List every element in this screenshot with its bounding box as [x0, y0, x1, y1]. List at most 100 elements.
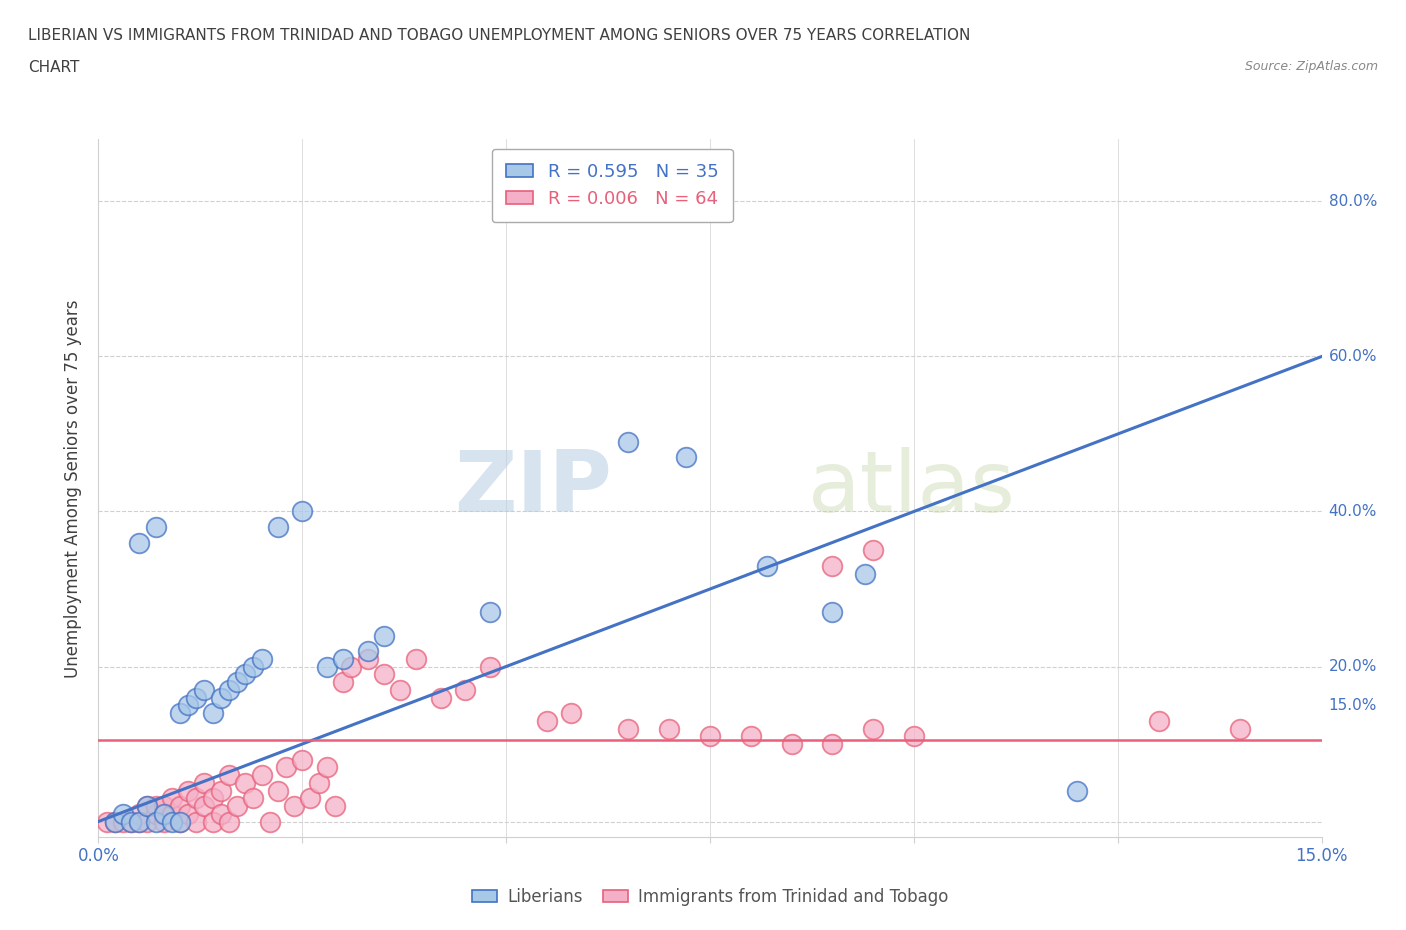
Point [152, 806, 174, 821]
Point [186, 814, 208, 829]
Point [201, 790, 224, 805]
Point [145, 814, 167, 829]
Point [332, 674, 354, 689]
Point [242, 659, 264, 674]
Text: 80.0%: 80.0% [1329, 194, 1376, 209]
Point [756, 558, 779, 573]
Point [862, 721, 884, 736]
Point [169, 814, 191, 829]
Point [862, 543, 884, 558]
Point [201, 814, 224, 829]
Point [259, 814, 281, 829]
Point [250, 651, 273, 666]
Point [478, 604, 501, 619]
Text: 15.0%: 15.0% [1329, 698, 1376, 712]
Point [699, 729, 721, 744]
Point [267, 783, 290, 798]
Point [193, 776, 215, 790]
Point [315, 659, 337, 674]
Point [209, 806, 232, 821]
Legend: Liberians, Immigrants from Trinidad and Tobago: Liberians, Immigrants from Trinidad and … [465, 881, 955, 912]
Point [560, 706, 582, 721]
Text: ZIP: ZIP [454, 446, 612, 530]
Point [853, 566, 876, 581]
Point [291, 752, 314, 767]
Point [274, 760, 297, 775]
Point [821, 737, 844, 751]
Text: Source: ZipAtlas.com: Source: ZipAtlas.com [1244, 60, 1378, 73]
Point [536, 713, 558, 728]
Text: 20.0%: 20.0% [1329, 659, 1376, 674]
Point [617, 721, 640, 736]
Point [136, 799, 159, 814]
Point [104, 814, 127, 829]
Point [658, 721, 681, 736]
Point [169, 706, 191, 721]
Point [389, 683, 412, 698]
Point [218, 814, 240, 829]
Point [169, 799, 191, 814]
Point [177, 783, 200, 798]
Point [128, 814, 150, 829]
Point [145, 806, 167, 821]
Point [120, 814, 142, 829]
Point [177, 698, 200, 712]
Point [152, 814, 174, 829]
Point [430, 690, 453, 705]
Point [160, 790, 183, 805]
Point [201, 706, 224, 721]
Point [177, 806, 200, 821]
Point [267, 520, 290, 535]
Point [617, 434, 640, 449]
Text: LIBERIAN VS IMMIGRANTS FROM TRINIDAD AND TOBAGO UNEMPLOYMENT AMONG SENIORS OVER : LIBERIAN VS IMMIGRANTS FROM TRINIDAD AND… [28, 28, 970, 43]
Point [250, 767, 273, 782]
Point [299, 790, 322, 805]
Text: CHART: CHART [28, 60, 80, 75]
Point [120, 814, 142, 829]
Point [308, 776, 330, 790]
Y-axis label: Unemployment Among Seniors over 75 years: Unemployment Among Seniors over 75 years [65, 299, 83, 677]
Point [454, 683, 477, 698]
Point [128, 806, 150, 821]
Point [356, 644, 378, 658]
Point [136, 814, 159, 829]
Point [242, 790, 264, 805]
Point [340, 659, 363, 674]
Point [111, 814, 134, 829]
Point [373, 667, 395, 682]
Text: atlas: atlas [808, 446, 1017, 530]
Point [218, 683, 240, 698]
Point [209, 783, 232, 798]
Point [152, 799, 174, 814]
Point [291, 504, 314, 519]
Point [136, 799, 159, 814]
Point [218, 767, 240, 782]
Point [104, 814, 127, 829]
Point [740, 729, 762, 744]
Point [145, 799, 167, 814]
Point [373, 628, 395, 643]
Point [1147, 713, 1170, 728]
Point [233, 776, 256, 790]
Point [209, 690, 232, 705]
Point [405, 651, 427, 666]
Point [160, 806, 183, 821]
Point [323, 799, 346, 814]
Point [226, 799, 249, 814]
Point [283, 799, 305, 814]
Point [186, 690, 208, 705]
Point [478, 659, 501, 674]
Point [821, 604, 844, 619]
Point [1229, 721, 1251, 736]
Point [315, 760, 337, 775]
Point [186, 790, 208, 805]
Point [1066, 783, 1088, 798]
Point [160, 814, 183, 829]
Point [193, 799, 215, 814]
Point [193, 683, 215, 698]
Point [169, 814, 191, 829]
Point [128, 535, 150, 550]
Point [780, 737, 803, 751]
Point [821, 558, 844, 573]
Text: 60.0%: 60.0% [1329, 349, 1376, 364]
